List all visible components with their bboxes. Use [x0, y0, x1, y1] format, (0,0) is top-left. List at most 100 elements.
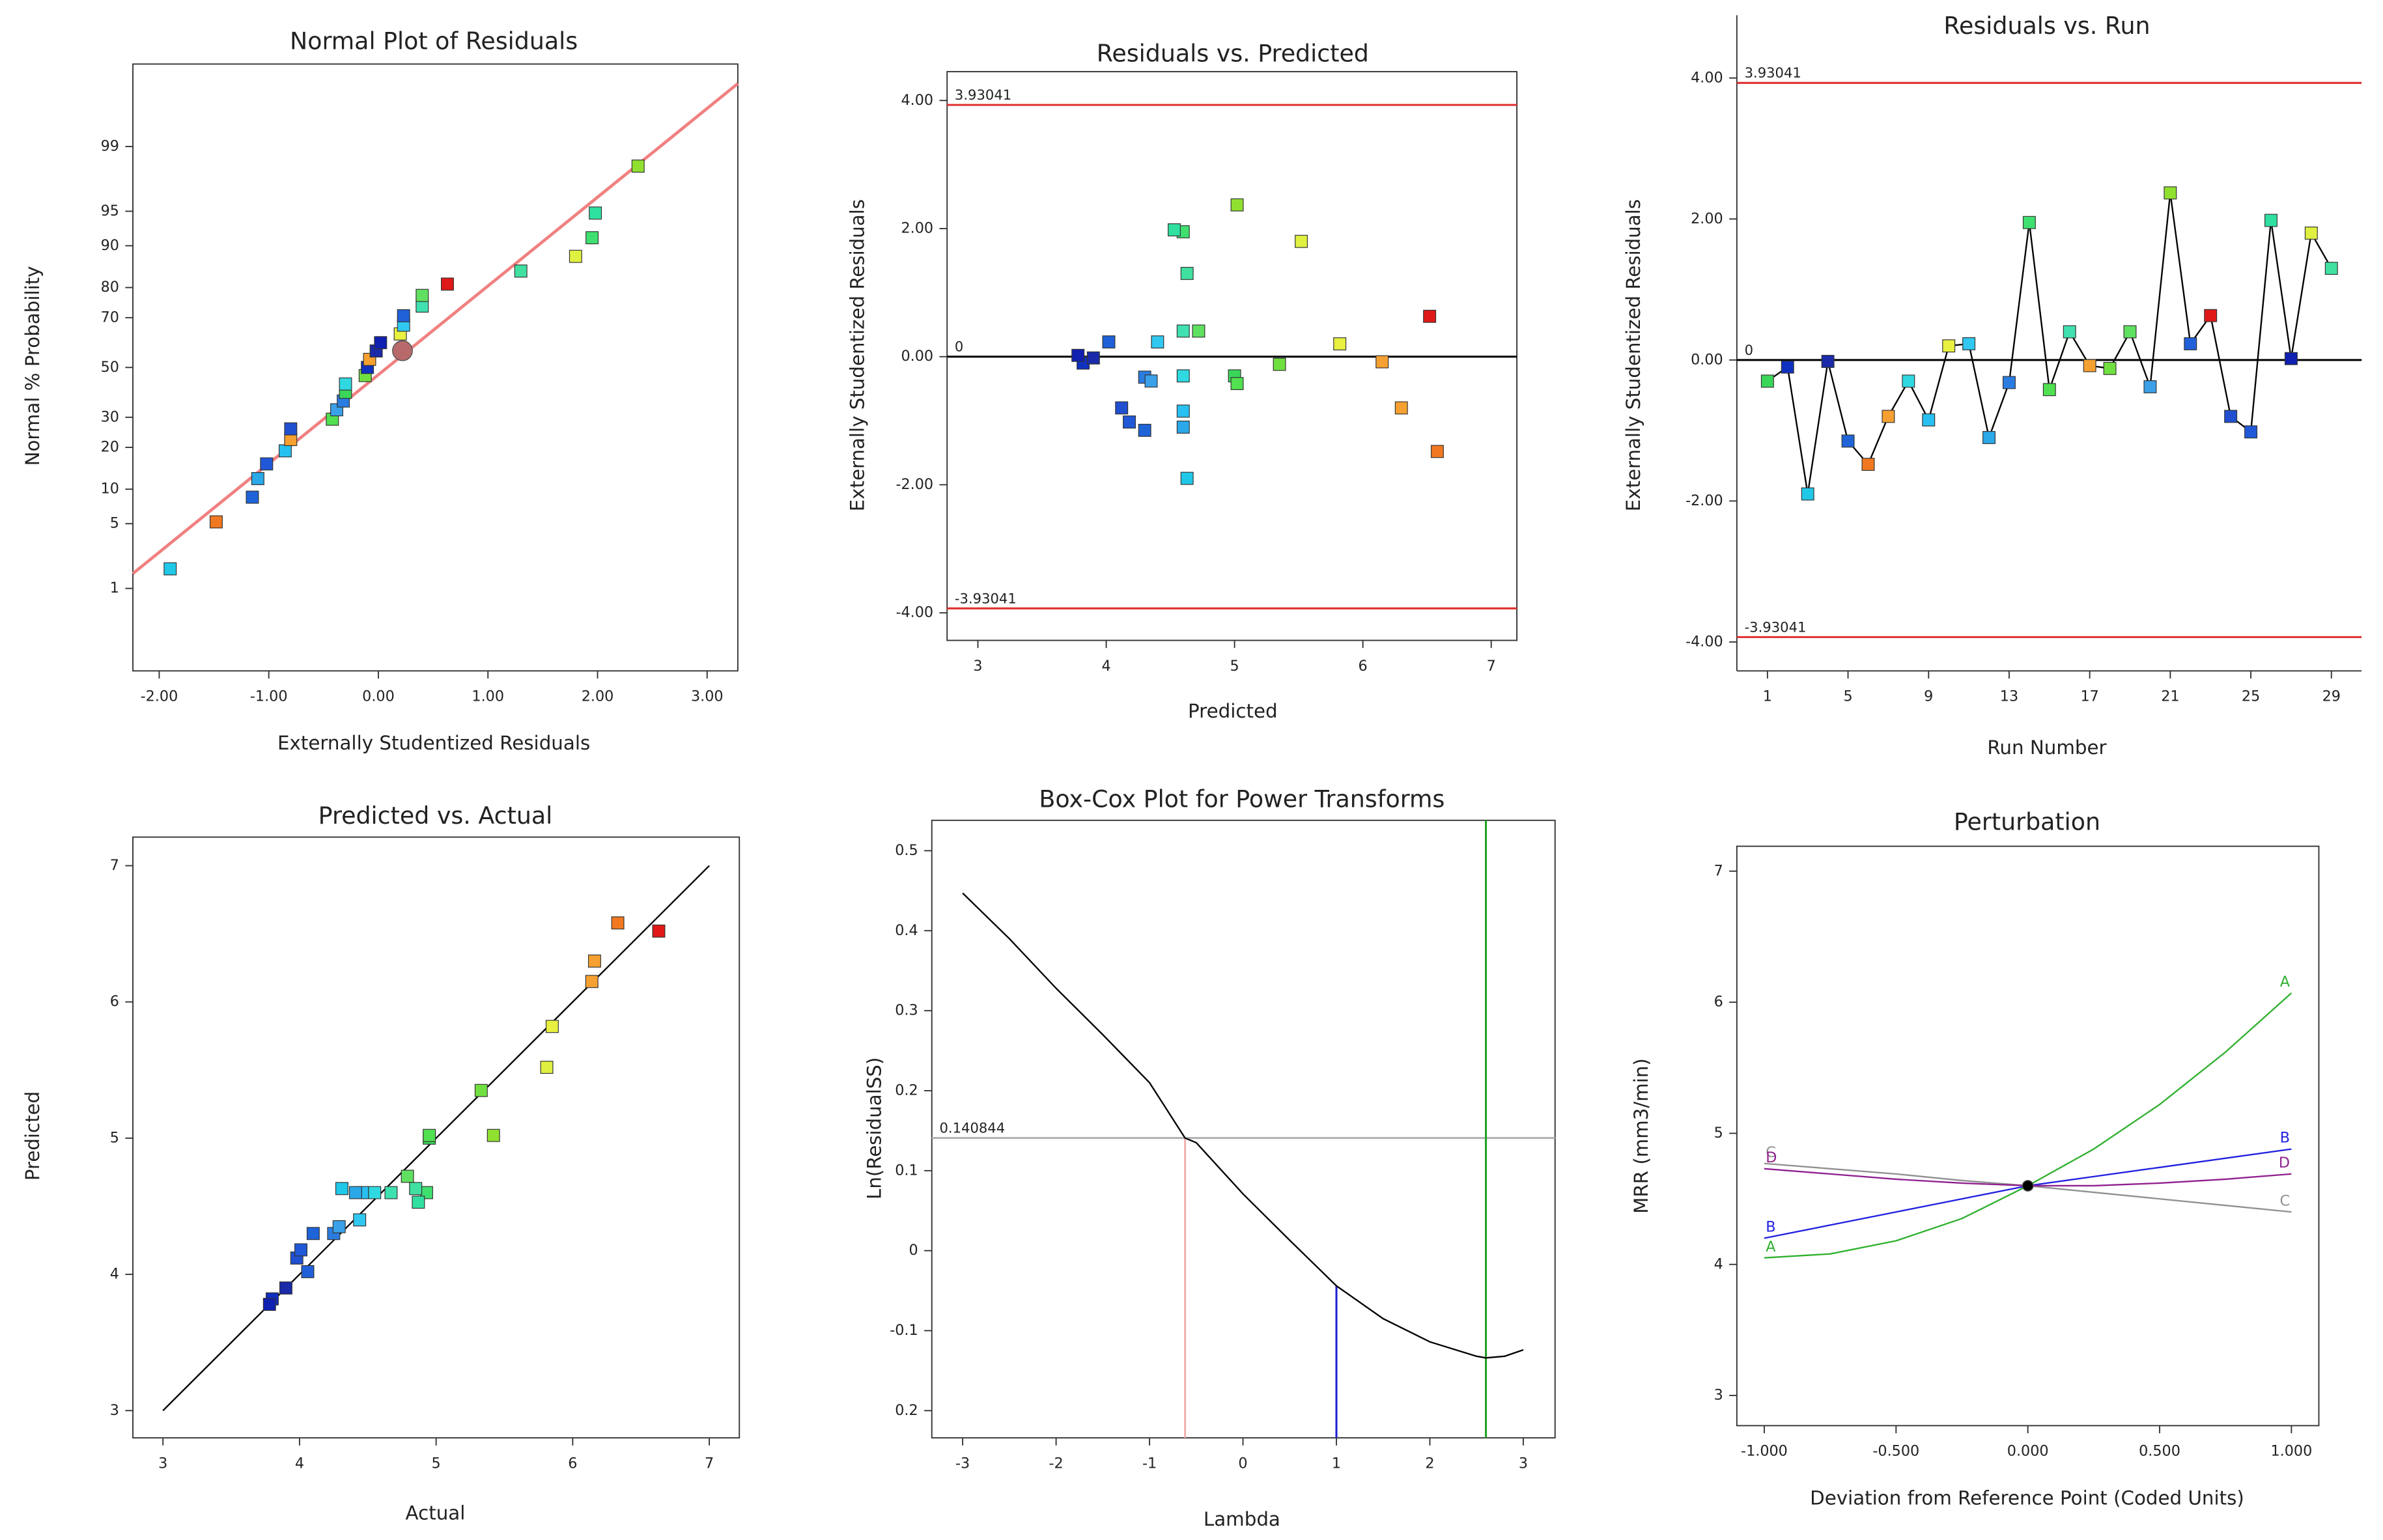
- x-axis-label: Run Number: [1987, 736, 2107, 759]
- data-point: [1295, 234, 1308, 248]
- data-point: [585, 975, 599, 988]
- reference-label: -3.93041: [955, 590, 1017, 606]
- data-point: [301, 1265, 315, 1278]
- y-tick-label: 2.00: [901, 220, 934, 237]
- series-label: A: [2280, 973, 2291, 990]
- data-point: [246, 490, 259, 504]
- data-point: [611, 916, 625, 930]
- series-label: A: [1766, 1239, 1776, 1255]
- y-tick-label: 1: [110, 580, 119, 596]
- x-tick-label: 2: [1425, 1455, 1434, 1472]
- chart-title: Perturbation: [1954, 807, 2100, 835]
- data-point: [1430, 445, 1444, 458]
- x-tick-label: 0: [1238, 1455, 1247, 1472]
- plot-frame: [931, 819, 1556, 1439]
- y-axis-label: Ln(ResidualSS): [863, 1057, 885, 1199]
- data-point: [1942, 339, 1956, 353]
- x-axis-label: Actual: [406, 1502, 466, 1524]
- x-tick-label: 5: [432, 1455, 441, 1472]
- y-tick-label: 4.00: [901, 92, 934, 109]
- data-point: [423, 1128, 436, 1142]
- y-tick-label: 0.3: [895, 1002, 918, 1019]
- x-axis-label: Externally Studentized Residuals: [277, 732, 590, 754]
- data-point: [1123, 415, 1136, 429]
- data-point: [384, 1186, 398, 1199]
- y-tick-label: 0.2: [895, 1402, 918, 1419]
- y-tick-label: 80: [101, 279, 119, 296]
- data-point: [1151, 335, 1164, 349]
- data-point: [1115, 401, 1129, 415]
- data-point: [1375, 355, 1389, 369]
- data-point: [2324, 262, 2338, 275]
- data-point: [2022, 216, 2036, 229]
- y-tick-label: 3: [110, 1402, 119, 1419]
- x-tick-label: 4: [295, 1455, 304, 1472]
- data-point: [278, 444, 292, 458]
- data-point: [1071, 348, 1085, 362]
- y-tick-label: 6: [110, 993, 119, 1010]
- data-point: [1861, 458, 1875, 471]
- data-point: [1760, 374, 1774, 388]
- x-tick-label: 25: [2242, 688, 2260, 705]
- y-tick-label: 2.00: [1691, 210, 1723, 227]
- data-point: [339, 377, 352, 391]
- data-point: [374, 336, 388, 350]
- x-tick-label: 1.00: [472, 688, 504, 705]
- fit-line: [162, 865, 710, 1412]
- x-axis-label: Lambda: [1204, 1508, 1280, 1530]
- data-point: [2002, 376, 2016, 389]
- y-axis-label: MRR (mm3/min): [1630, 1058, 1652, 1214]
- y-tick-label: 4: [110, 1266, 119, 1283]
- data-point: [412, 1196, 425, 1209]
- data-point: [294, 1243, 307, 1257]
- data-point: [1176, 324, 1190, 338]
- plot-frame: [132, 836, 740, 1439]
- data-point: [209, 515, 223, 529]
- data-point: [348, 1186, 362, 1199]
- data-point: [2224, 410, 2238, 423]
- data-point: [1982, 430, 1996, 444]
- data-point: [306, 1227, 320, 1240]
- data-point: [409, 1182, 423, 1196]
- x-tick-label: 5: [1843, 688, 1852, 705]
- y-tick-label: 0.00: [1691, 351, 1723, 368]
- data-point: [1102, 335, 1116, 349]
- data-point: [1801, 487, 1814, 501]
- data-line: [962, 892, 1524, 1359]
- series-line: [1764, 992, 2292, 1259]
- data-point: [569, 249, 582, 263]
- data-point: [474, 1084, 488, 1097]
- x-tick-label: 0.500: [2139, 1443, 2180, 1460]
- data-point: [2063, 325, 2076, 339]
- fit-line: [132, 82, 739, 575]
- reference-label: -3.93041: [1745, 619, 1807, 635]
- y-tick-label: 50: [101, 359, 119, 376]
- x-tick-label: 1.000: [2271, 1443, 2313, 1460]
- x-tick-label: 3: [1519, 1455, 1528, 1472]
- chart-title: Normal Plot of Residuals: [290, 27, 578, 55]
- x-tick-label: 0.000: [2007, 1443, 2049, 1460]
- series-label: B: [1766, 1219, 1775, 1236]
- data-point: [1962, 337, 1976, 350]
- x-tick-label: 17: [2080, 688, 2098, 705]
- x-tick-label: 2.00: [582, 688, 614, 705]
- reference-label: 3.93041: [955, 87, 1011, 103]
- x-tick-label: -0.500: [1872, 1443, 1919, 1460]
- y-tick-label: 70: [101, 309, 119, 326]
- data-point: [1086, 351, 1100, 365]
- y-tick-label: 5: [110, 515, 119, 532]
- x-tick-label: 3.00: [691, 688, 724, 705]
- x-tick-label: -3: [955, 1455, 970, 1472]
- x-axis-label: Deviation from Reference Point (Coded Un…: [1810, 1487, 2244, 1509]
- data-point: [1902, 374, 1915, 388]
- data-point: [1781, 360, 1794, 374]
- y-tick-label: 0: [909, 1242, 918, 1259]
- data-point: [1394, 401, 1408, 415]
- data-point: [2143, 380, 2157, 393]
- data-point: [540, 1061, 554, 1074]
- chart-title: Box-Cox Plot for Power Transforms: [1039, 785, 1445, 813]
- x-tick-label: 13: [2000, 688, 2018, 705]
- y-axis-label: Externally Studentized Residuals: [847, 199, 869, 511]
- data-point: [1882, 410, 1895, 423]
